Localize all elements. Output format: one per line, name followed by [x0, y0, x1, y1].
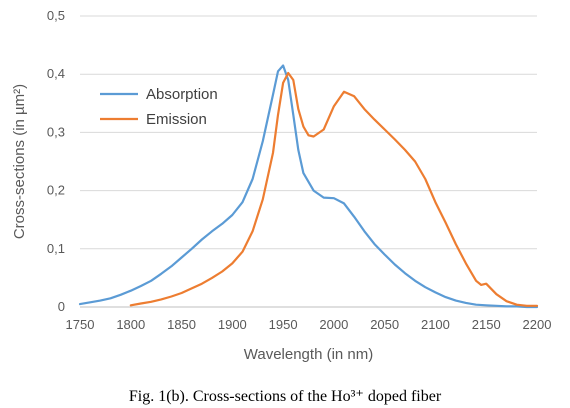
gridlines [80, 15, 537, 250]
x-tick-label: 2000 [319, 317, 348, 332]
y-tick-label: 0,2 [47, 183, 65, 198]
chart-canvas: 0 0,1 0,2 0,3 0,4 0,5 1750 1800 1850 1900 1950 200… [11, 8, 552, 363]
y-axis-title: Cross-sections (in µm²) [11, 84, 28, 239]
y-tick-label: 0,5 [47, 8, 65, 23]
series-line-emission [129, 71, 539, 307]
x-tick-label: 1950 [269, 317, 298, 332]
x-tick-label: 2100 [421, 317, 450, 332]
legend-label-absorption: Absorption [146, 86, 218, 103]
y-tick-label: 0 [58, 299, 65, 314]
x-tick-label: 2050 [370, 317, 399, 332]
y-tick-label: 0,3 [47, 124, 65, 139]
x-tick-label: 1800 [116, 317, 145, 332]
legend-label-emission: Emission [146, 111, 207, 128]
series-lines [78, 64, 539, 309]
legend: Absorption Emission [100, 86, 218, 128]
x-tick-label: 1750 [66, 317, 95, 332]
figure-caption: Fig. 1(b). Cross-sections of the Ho³⁺ do… [128, 388, 442, 405]
x-axis-title: Wavelength (in nm) [244, 346, 374, 363]
series-line-absorption [78, 64, 539, 309]
y-tick-labels: 0 0,1 0,2 0,3 0,4 0,5 [47, 8, 65, 314]
x-tick-labels: 1750 1800 1850 1900 1950 2000 2050 2100 2150 2200 [66, 317, 552, 332]
x-tick-label: 2200 [523, 317, 552, 332]
y-tick-label: 0,1 [47, 241, 65, 256]
x-tick-label: 1900 [218, 317, 247, 332]
x-tick-label: 2150 [472, 317, 501, 332]
x-tick-label: 1850 [167, 317, 196, 332]
y-tick-label: 0,4 [47, 66, 65, 81]
